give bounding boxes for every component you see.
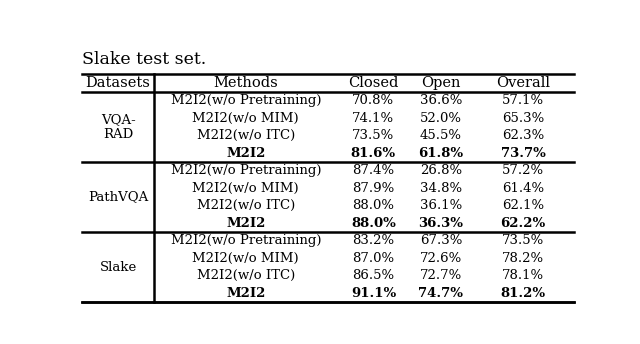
Text: PathVQA: PathVQA [88,191,148,204]
Text: M2I2(w/o MIM): M2I2(w/o MIM) [193,252,299,265]
Text: 74.1%: 74.1% [353,112,394,125]
Text: 62.3%: 62.3% [502,129,544,142]
Text: 72.6%: 72.6% [420,252,462,265]
Text: 78.2%: 78.2% [502,252,544,265]
Text: 73.5%: 73.5% [352,129,394,142]
Text: M2I2: M2I2 [226,287,266,300]
Text: 81.6%: 81.6% [351,147,396,160]
Text: 74.7%: 74.7% [419,287,463,300]
Text: 87.4%: 87.4% [353,164,394,177]
Text: M2I2: M2I2 [226,147,266,160]
Text: Slake: Slake [99,261,137,273]
Text: 62.1%: 62.1% [502,199,544,212]
Text: M2I2(w/o Pretraining): M2I2(w/o Pretraining) [170,94,321,107]
Text: 26.8%: 26.8% [420,164,462,177]
Text: VQA-
RAD: VQA- RAD [100,113,136,141]
Text: 65.3%: 65.3% [502,112,544,125]
Text: 45.5%: 45.5% [420,129,462,142]
Text: M2I2(w/o MIM): M2I2(w/o MIM) [193,182,299,195]
Text: 36.3%: 36.3% [419,217,463,230]
Text: 73.5%: 73.5% [502,234,544,247]
Text: 36.1%: 36.1% [420,199,462,212]
Text: 70.8%: 70.8% [353,94,394,107]
Text: 57.2%: 57.2% [502,164,544,177]
Text: 91.1%: 91.1% [351,287,396,300]
Text: 57.1%: 57.1% [502,94,544,107]
Text: Methods: Methods [213,76,278,90]
Text: Datasets: Datasets [86,76,150,90]
Text: 86.5%: 86.5% [353,269,394,282]
Text: Open: Open [421,76,461,90]
Text: 62.2%: 62.2% [500,217,546,230]
Text: M2I2(w/o MIM): M2I2(w/o MIM) [193,112,299,125]
Text: 73.7%: 73.7% [500,147,546,160]
Text: 81.2%: 81.2% [500,287,546,300]
Text: M2I2(w/o Pretraining): M2I2(w/o Pretraining) [170,164,321,177]
Text: Slake test set.: Slake test set. [83,51,207,67]
Text: Overall: Overall [496,76,550,90]
Text: 88.0%: 88.0% [353,199,394,212]
Text: M2I2(w/o ITC): M2I2(w/o ITC) [196,129,295,142]
Text: Closed: Closed [348,76,399,90]
Text: 78.1%: 78.1% [502,269,544,282]
Text: M2I2(w/o ITC): M2I2(w/o ITC) [196,269,295,282]
Text: M2I2(w/o Pretraining): M2I2(w/o Pretraining) [170,234,321,247]
Text: 83.2%: 83.2% [353,234,394,247]
Text: M2I2(w/o ITC): M2I2(w/o ITC) [196,199,295,212]
Text: 87.9%: 87.9% [352,182,394,195]
Text: 61.8%: 61.8% [419,147,463,160]
Text: 61.4%: 61.4% [502,182,544,195]
Text: 87.0%: 87.0% [353,252,394,265]
Text: 34.8%: 34.8% [420,182,462,195]
Text: M2I2: M2I2 [226,217,266,230]
Text: 72.7%: 72.7% [420,269,462,282]
Text: 88.0%: 88.0% [351,217,396,230]
Text: 67.3%: 67.3% [420,234,462,247]
Text: 52.0%: 52.0% [420,112,462,125]
Text: 36.6%: 36.6% [420,94,462,107]
